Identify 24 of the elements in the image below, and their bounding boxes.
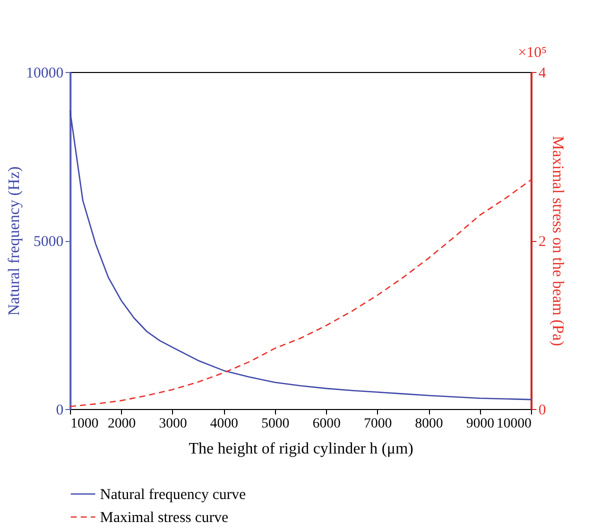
y-tick-label: 0 <box>56 402 64 418</box>
x-tick-label: 6000 <box>312 416 341 432</box>
y2-tick-label: 4 <box>538 66 546 82</box>
x-tick-label: 4000 <box>210 416 238 432</box>
x-tick-label: 3000 <box>158 416 187 432</box>
x-tick-label: 5000 <box>261 416 290 432</box>
y2-tick-label: 0 <box>538 402 546 418</box>
y2-axis-title: Maximal stress on the beam (Pa) <box>549 136 566 346</box>
x-tick-label: 8000 <box>415 416 444 432</box>
x-tick-label: 9000 <box>466 416 494 432</box>
x-tick-label: 10000 <box>496 416 532 432</box>
text: ×10⁵ <box>518 45 547 61</box>
legend-label: Natural frequency curve <box>100 487 246 503</box>
legend-label: Maximal stress curve <box>100 510 229 526</box>
line-series <box>69 179 532 408</box>
line-series <box>69 110 532 400</box>
y-tick-label: 10000 <box>26 66 64 82</box>
y-axis-title: Natural frequency (Hz) <box>6 166 23 316</box>
y2-tick-label: 2 <box>538 234 546 250</box>
x-tick-label: 1000 <box>70 416 98 432</box>
x-tick-label: 2000 <box>108 416 136 432</box>
x-axis-title: The height of rigid cylinder h (μm) <box>188 440 414 458</box>
x-tick-label: 7000 <box>364 416 392 432</box>
y-tick-label: 5000 <box>34 234 64 250</box>
